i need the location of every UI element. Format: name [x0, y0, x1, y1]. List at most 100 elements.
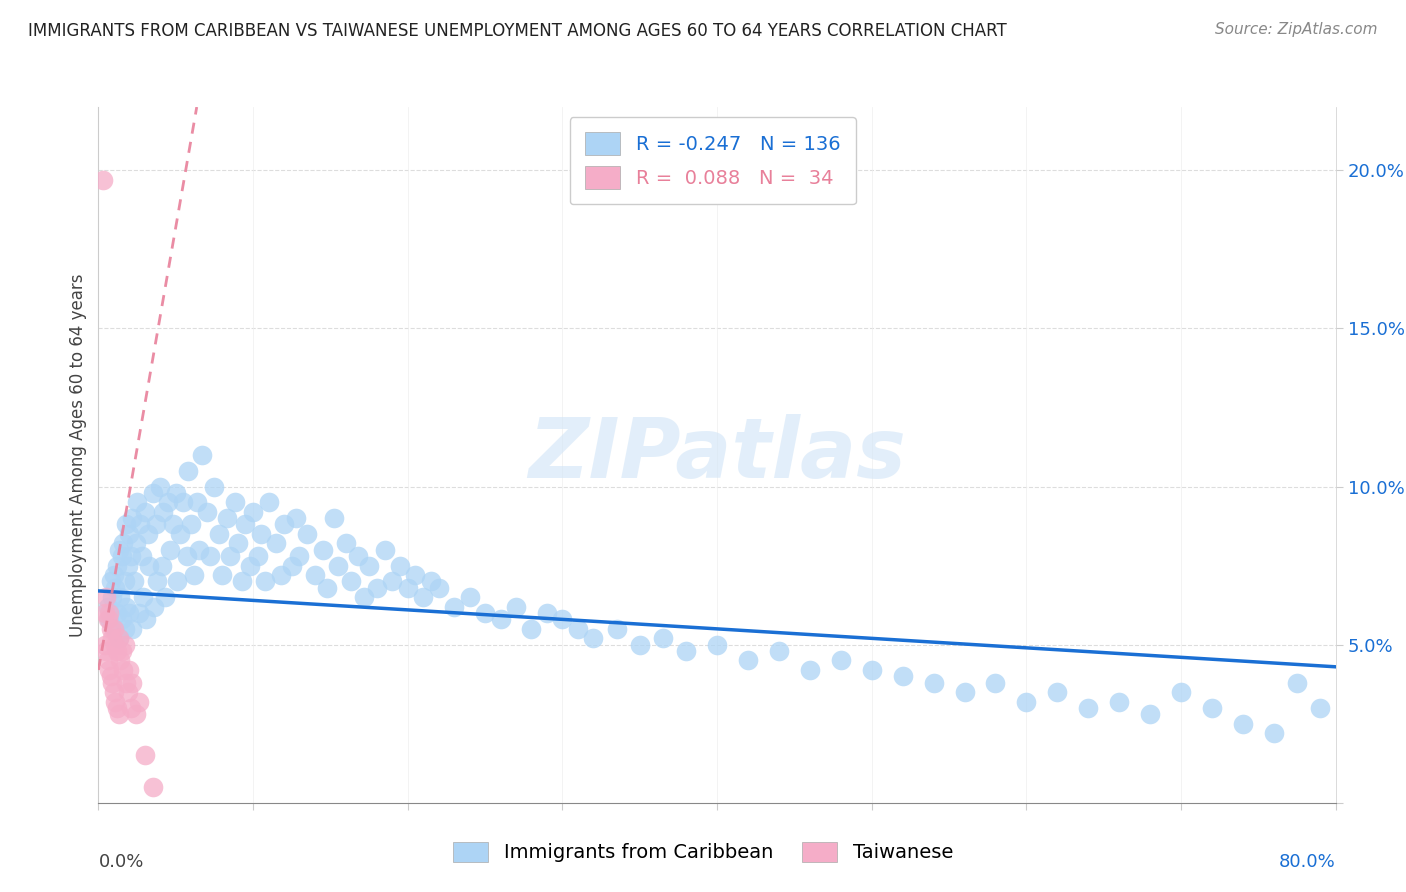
- Point: [111, 644, 132, 658]
- Point: [104, 695, 127, 709]
- Point: [105, 644, 128, 658]
- Point: [98, 663, 121, 677]
- Point: [405, 568, 427, 582]
- Point: [264, 536, 288, 550]
- Point: [103, 685, 125, 699]
- Legend: Immigrants from Caribbean, Taiwanese: Immigrants from Caribbean, Taiwanese: [446, 834, 960, 870]
- Y-axis label: Unemployment Among Ages 60 to 64 years: Unemployment Among Ages 60 to 64 years: [69, 273, 87, 637]
- Point: [111, 549, 132, 563]
- Point: [103, 622, 125, 636]
- Point: [121, 511, 143, 525]
- Point: [114, 622, 136, 636]
- Point: [366, 581, 388, 595]
- Point: [108, 591, 131, 605]
- Text: IMMIGRANTS FROM CARIBBEAN VS TAIWANESE UNEMPLOYMENT AMONG AGES 60 TO 64 YEARS CO: IMMIGRANTS FROM CARIBBEAN VS TAIWANESE U…: [28, 22, 1007, 40]
- Point: [297, 527, 319, 541]
- Point: [128, 606, 150, 620]
- Point: [97, 599, 120, 614]
- Point: [114, 574, 136, 589]
- Point: [103, 568, 125, 582]
- Point: [443, 599, 465, 614]
- Point: [129, 517, 152, 532]
- Point: [112, 663, 135, 677]
- Point: [231, 574, 253, 589]
- Point: [799, 663, 821, 677]
- Point: [122, 574, 145, 589]
- Point: [150, 558, 173, 573]
- Point: [136, 527, 159, 541]
- Point: [1232, 716, 1254, 731]
- Point: [224, 495, 246, 509]
- Point: [128, 695, 150, 709]
- Point: [120, 549, 142, 563]
- Point: [1286, 675, 1309, 690]
- Point: [1263, 726, 1285, 740]
- Point: [505, 599, 527, 614]
- Point: [105, 701, 128, 715]
- Point: [304, 568, 326, 582]
- Point: [114, 638, 136, 652]
- Point: [191, 448, 214, 462]
- Point: [353, 591, 375, 605]
- Point: [357, 558, 380, 573]
- Point: [100, 622, 122, 636]
- Point: [706, 638, 728, 652]
- Point: [1170, 685, 1192, 699]
- Point: [166, 574, 188, 589]
- Point: [141, 486, 165, 500]
- Point: [226, 536, 249, 550]
- Point: [134, 505, 156, 519]
- Point: [208, 527, 231, 541]
- Point: [195, 505, 218, 519]
- Point: [312, 542, 335, 557]
- Point: [121, 622, 143, 636]
- Point: [101, 632, 124, 646]
- Point: [143, 599, 166, 614]
- Point: [100, 669, 122, 683]
- Point: [153, 591, 176, 605]
- Point: [98, 612, 121, 626]
- Point: [132, 591, 155, 605]
- Point: [117, 558, 139, 573]
- Point: [105, 558, 128, 573]
- Point: [127, 495, 149, 509]
- Point: [396, 581, 419, 595]
- Point: [117, 685, 139, 699]
- Point: [177, 464, 200, 478]
- Point: [198, 549, 221, 563]
- Point: [273, 517, 295, 532]
- Point: [146, 574, 169, 589]
- Point: [97, 653, 120, 667]
- Point: [567, 622, 589, 636]
- Point: [107, 707, 129, 722]
- Point: [339, 574, 361, 589]
- Point: [98, 606, 121, 620]
- Point: [111, 612, 132, 626]
- Point: [93, 606, 115, 620]
- Point: [219, 549, 242, 563]
- Point: [211, 568, 233, 582]
- Point: [984, 675, 1007, 690]
- Point: [215, 511, 238, 525]
- Point: [520, 622, 543, 636]
- Point: [474, 606, 496, 620]
- Text: 0.0%: 0.0%: [98, 854, 143, 871]
- Point: [120, 701, 142, 715]
- Point: [250, 527, 273, 541]
- Point: [335, 536, 357, 550]
- Point: [124, 707, 146, 722]
- Point: [233, 517, 257, 532]
- Point: [115, 675, 138, 690]
- Point: [347, 549, 370, 563]
- Point: [93, 638, 115, 652]
- Point: [281, 558, 304, 573]
- Legend: R = -0.247   N = 136, R =  0.088   N =  34: R = -0.247 N = 136, R = 0.088 N = 34: [569, 117, 856, 204]
- Point: [100, 574, 122, 589]
- Point: [169, 527, 191, 541]
- Point: [257, 495, 280, 509]
- Point: [157, 495, 180, 509]
- Point: [1015, 695, 1038, 709]
- Point: [860, 663, 883, 677]
- Point: [107, 542, 129, 557]
- Point: [388, 558, 412, 573]
